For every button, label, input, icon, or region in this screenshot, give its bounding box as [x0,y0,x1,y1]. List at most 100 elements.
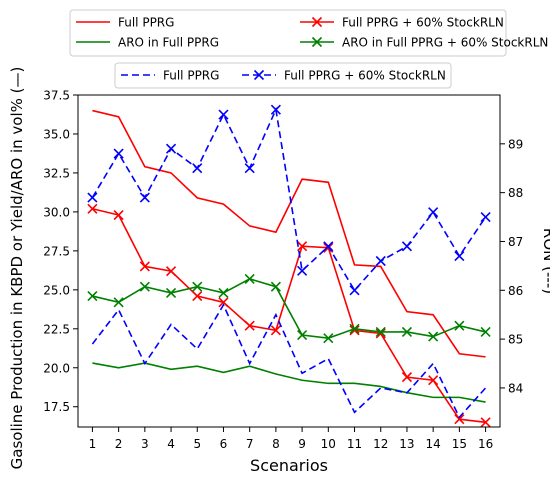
legend-label: Full PPRG [118,16,174,30]
series-line-2 [92,208,486,424]
series-4-point [244,273,255,284]
y-axis-label: Gasoline Production in KBPD or Yield/ARO… [8,67,26,470]
x-tick-label: 9 [298,437,306,451]
legend-mid-frame [114,62,452,89]
series-2-point [297,241,308,252]
x-tick-label: 10 [321,437,336,451]
series-6-point [349,285,360,296]
series-4-point [218,287,229,299]
y2-tick-label: 88 [508,186,523,200]
series-6-point [375,255,386,267]
plot-area: 1 2 3 4 5 6 7 8 9 10 11 12 13 14 15 16 17.520.022.525.0… [43,89,523,452]
series-6-point [218,109,229,120]
legend-entry-2: Full PPRG + 60% StockRLN [300,16,504,30]
series-4-point [428,331,439,342]
series-2-point [480,417,491,428]
y2-tick-label: 84 [508,381,523,395]
series-4-point [454,320,465,331]
series-6-point [428,207,439,218]
series-4-point [297,329,308,341]
y-axis-left: 17.5 20.0 22.5 25.0 27.5 30.0 32.5 35.0 37.5 [43,89,78,414]
series-2-point [244,320,255,331]
series-4-point [192,281,203,292]
series-2-point [454,414,465,425]
x-tick-label: 7 [246,437,254,451]
series-6-point [192,163,203,174]
series-2-point [428,375,439,386]
y-tick-label: 20.0 [43,361,70,375]
series-line-6 [91,106,487,292]
x-tick-label: 11 [347,437,362,451]
series-6-point [87,192,98,203]
y-axis-right: 84 85 86 87 88 89 [500,137,523,395]
x-tick-label: 6 [220,437,228,451]
series-6-point [480,211,491,223]
x-tick-label: 3 [141,437,149,451]
series-6-point [401,241,413,252]
series-6-point [323,241,334,252]
series-line-4 [92,278,486,339]
legend-top-frame [69,9,507,57]
legend-label: ARO in Full PPRG + 60% StockRLN [342,36,548,50]
x-axis-label: Scenarios [250,456,328,475]
y2-tick-label: 87 [508,235,523,249]
y-tick-label: 22.5 [43,322,70,336]
plot-frame [77,94,501,428]
series-2-point [375,328,386,339]
legend-marker [311,16,323,28]
legend-label: Full PPRG [163,69,219,83]
series-layer [87,104,491,428]
x-tick-label: 8 [272,437,280,451]
series-2-point [401,372,413,383]
legend-label: ARO in Full PPRG [118,36,219,50]
series-2-point [165,266,177,277]
series-4-point [270,281,281,292]
series-6-point [454,251,465,262]
series-6-point [270,104,281,115]
x-tick-label: 14 [426,437,441,451]
y-tick-label: 30.0 [43,205,70,219]
x-axis: 1 2 3 4 5 6 7 8 9 10 11 12 13 14 15 16 [89,427,493,451]
legend-marker [311,36,323,48]
series-2-point [113,209,124,221]
series-2-point [218,297,229,308]
series-2-point [139,261,150,272]
y-tick-label: 35.0 [43,127,70,141]
series-4-point [323,333,334,344]
x-tick-label: 13 [399,437,414,451]
y-tick-label: 27.5 [43,244,70,258]
series-line-5 [91,303,487,419]
series-line-1 [92,109,486,358]
x-tick-label: 4 [167,437,175,451]
series-2-point [349,325,360,336]
y-tick-label: 25.0 [43,283,70,297]
legend-label: Full PPRG + 60% StockRLN [284,69,446,83]
y2-axis-label: RON (---) [540,228,550,294]
x-tick-label: 5 [193,437,201,451]
series-4-point [139,281,150,292]
legend-label: Full PPRG + 60% StockRLN [342,16,504,30]
y2-tick-label: 85 [508,333,523,347]
legend-mid: Full PPRG Full PPRG + 60% StockRLN [114,62,452,89]
series-6-point [113,148,124,159]
series-2-point [87,203,98,214]
series-2-point [192,291,203,302]
legend-top: Full PPRG Full PPRG + 60% StockRLN ARO in … [69,9,548,57]
series-4-point [87,291,98,302]
legend-entry-1: Full PPRG [76,16,174,30]
series-4-point [375,326,386,337]
legend-entry-3: ARO in Full PPRG [76,36,219,50]
x-tick-label: 1 [89,437,97,451]
series-2-point [270,325,281,336]
series-4-point [113,297,124,308]
series-6-point [139,192,150,203]
x-tick-label: 15 [452,437,467,451]
series-line-3 [92,362,486,403]
y-tick-label: 32.5 [43,166,70,180]
series-4-point [165,287,177,299]
series-4-point [401,326,413,337]
series-6-point [297,265,308,276]
x-tick-label: 2 [115,437,123,451]
legend-entry-4: ARO in Full PPRG + 60% StockRLN [300,36,548,50]
